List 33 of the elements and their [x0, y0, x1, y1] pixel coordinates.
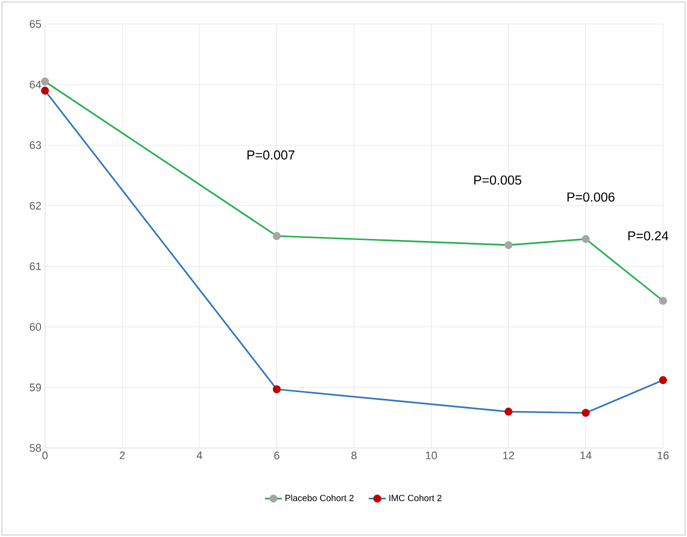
x-tick-label: 8	[351, 452, 357, 460]
point	[41, 78, 49, 86]
point	[272, 385, 281, 394]
point	[582, 235, 590, 244]
y-tick-label: 65	[30, 20, 42, 28]
annotation: P=0.24	[628, 231, 668, 240]
point	[272, 232, 281, 240]
point	[582, 408, 590, 417]
x-tick-label: 0	[42, 452, 48, 460]
y-tick-label: 64	[30, 80, 42, 88]
point	[41, 86, 49, 95]
y-tick-label: 61	[30, 262, 41, 270]
legend-label: Placebo Cohort 2	[285, 494, 354, 502]
y-tick-label: 58	[30, 444, 41, 452]
annotation: P=0.006	[568, 192, 614, 202]
y-tick-label: 62	[30, 202, 41, 210]
legend-label: IMC Cohort 2	[389, 494, 442, 502]
y-tick-label: 59	[30, 384, 41, 392]
y-tick-label: 60	[30, 322, 42, 331]
x-tick-label: 10	[426, 452, 437, 460]
x-tick-label: 6	[274, 452, 280, 460]
x-tick-label: 2	[120, 452, 125, 460]
x-tick-label: 16	[658, 452, 669, 460]
y-tick-label: 63	[30, 141, 41, 150]
annotation: P=0.005	[474, 176, 522, 185]
annotation: P=0.007	[248, 150, 294, 160]
point	[659, 296, 667, 305]
x-tick-label: 14	[580, 452, 592, 460]
point	[504, 408, 512, 416]
point	[504, 241, 512, 250]
x-tick-label: 4	[196, 452, 202, 460]
x-tick-label: 12	[503, 452, 514, 460]
point	[659, 376, 667, 384]
